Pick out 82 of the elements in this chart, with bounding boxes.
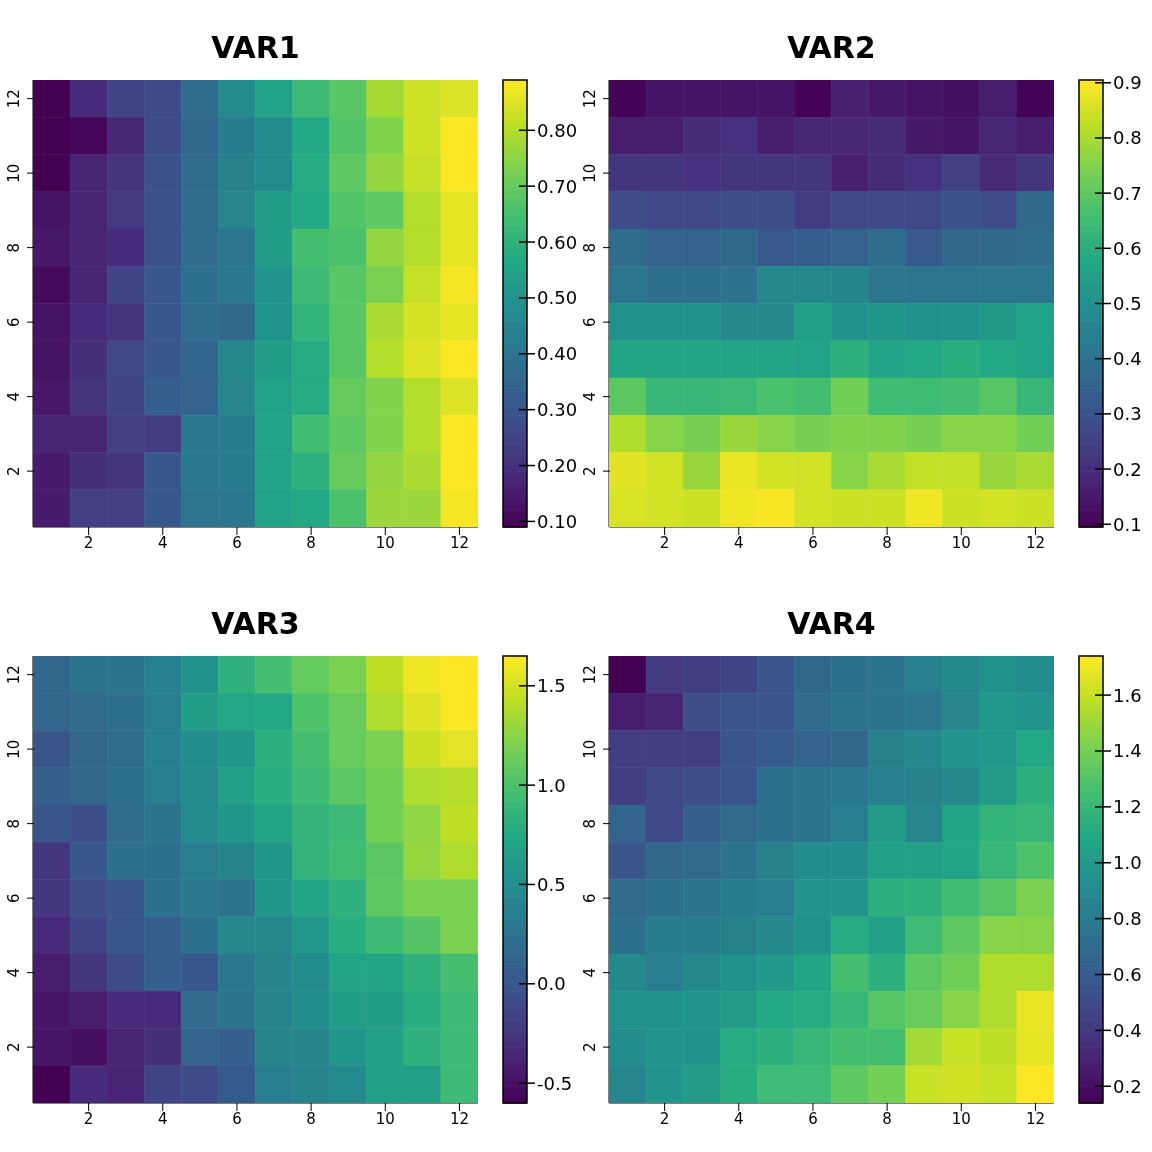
color-bar-label: 0.80	[537, 119, 578, 141]
color-bar-label: 0.10	[537, 510, 578, 532]
chart-title: VAR1	[210, 30, 301, 66]
color-bar-label: 0.20	[537, 455, 578, 477]
color-bar-label: 0.8	[1113, 908, 1142, 930]
y-tick-label: 12	[5, 89, 23, 109]
y-tick-label: 4	[581, 391, 599, 402]
y-tick-label: 6	[581, 317, 599, 327]
y-tick-label: 4	[5, 391, 23, 402]
color-bar-label: 1.6	[1113, 684, 1142, 706]
x-tick-label: 6	[232, 1109, 242, 1128]
x-tick-label: 8	[882, 1109, 892, 1128]
x-tick-label: 10	[951, 533, 971, 552]
color-bar-label: 0.0	[537, 973, 566, 995]
x-tick-label: 10	[375, 1109, 395, 1128]
y-tick-label: 12	[581, 665, 599, 685]
y-tick-label: 6	[581, 893, 599, 903]
color-bar-label: 0.3	[1113, 403, 1142, 425]
color-bar-label: 0.2	[1113, 458, 1142, 480]
x-tick-label: 2	[83, 533, 94, 552]
y-tick-label: 2	[581, 1042, 599, 1052]
x-tick-label: 4	[158, 1109, 168, 1128]
color-bar-label: 0.9	[1113, 72, 1142, 94]
chart-title: VAR3	[210, 606, 301, 642]
x-tick-label: 10	[375, 533, 395, 552]
color-bar-label: 0.5	[537, 873, 566, 895]
x-tick-label: 12	[1025, 1109, 1046, 1128]
x-tick-label: 8	[306, 533, 316, 552]
x-tick-label: 2	[659, 1109, 670, 1128]
color-bar-label: 0.7	[1113, 182, 1142, 204]
color-bar-label: 0.70	[537, 175, 578, 197]
y-tick-label: 6	[5, 893, 23, 903]
y-tick-label: 8	[581, 818, 599, 829]
x-tick-label: 8	[306, 1109, 316, 1128]
color-bar-label: 0.2	[1113, 1075, 1142, 1097]
x-tick-label: 8	[882, 533, 892, 552]
y-tick-label: 10	[581, 163, 599, 183]
color-bar-label: 0.5	[1113, 293, 1142, 314]
y-tick-label: 2	[581, 466, 599, 476]
y-tick-label: 8	[5, 818, 23, 829]
color-bar-label: 0.6	[1113, 237, 1142, 259]
color-bar-label: 0.4	[1113, 1019, 1142, 1041]
x-tick-label: 2	[659, 533, 670, 552]
x-tick-label: 4	[734, 1109, 744, 1128]
color-bar-label: 0.8	[1113, 127, 1142, 149]
x-tick-label: 4	[734, 533, 744, 552]
chart-title: VAR4	[786, 606, 877, 642]
y-tick-label: 6	[5, 317, 23, 327]
color-bar-label: 0.30	[537, 399, 578, 421]
color-bar-label: -0.5	[537, 1072, 573, 1094]
color-bar-label: 1.5	[537, 675, 566, 697]
x-tick-label: 12	[1025, 533, 1046, 552]
x-tick-label: 2	[83, 1109, 94, 1128]
y-tick-label: 2	[5, 1042, 23, 1052]
color-bar-label: 1.0	[537, 774, 566, 796]
y-tick-label: 8	[581, 242, 599, 253]
y-tick-label: 10	[5, 163, 23, 183]
color-bar-label: 0.4	[1113, 348, 1142, 370]
color-bar-label: 1.0	[1113, 852, 1142, 874]
y-tick-label: 10	[5, 739, 23, 759]
x-tick-label: 12	[449, 533, 470, 552]
x-tick-label: 12	[449, 1109, 470, 1128]
y-tick-label: 12	[5, 665, 23, 685]
y-tick-label: 2	[5, 466, 23, 476]
x-tick-label: 6	[232, 533, 242, 552]
x-tick-label: 10	[951, 1109, 971, 1128]
color-bar-label: 0.40	[537, 343, 578, 365]
y-tick-label: 4	[581, 967, 599, 978]
color-bar-label: 1.2	[1113, 796, 1142, 818]
x-tick-label: 6	[808, 1109, 818, 1128]
color-bar-label: 0.1	[1113, 513, 1142, 535]
y-tick-label: 10	[581, 739, 599, 759]
y-tick-label: 12	[581, 89, 599, 109]
chart-title: VAR2	[786, 30, 877, 66]
color-bar-label: 0.60	[537, 231, 578, 253]
color-bar-label: 0.6	[1113, 963, 1142, 985]
x-tick-label: 6	[808, 533, 818, 552]
y-tick-label: 4	[5, 967, 23, 978]
x-tick-label: 4	[158, 533, 168, 552]
color-bar-label: 0.50	[537, 287, 578, 309]
y-tick-label: 8	[5, 242, 23, 253]
color-bar-label: 1.4	[1113, 740, 1142, 762]
